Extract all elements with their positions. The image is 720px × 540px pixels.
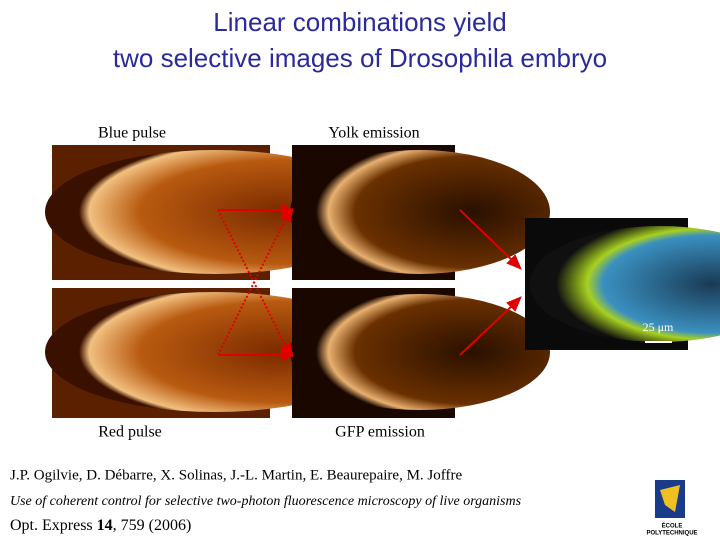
journal: Opt. Express [10, 517, 93, 534]
title-line: two selective images of Drosophila embry… [113, 43, 607, 73]
logo-text: ÉCOLE [662, 522, 683, 530]
citation-ref: Opt. Express 14, 759 (2006) [10, 517, 191, 534]
panel-label: Red pulse [98, 424, 162, 441]
panel-label: Yolk emission [328, 125, 419, 142]
pages: 759 (2006) [121, 517, 192, 534]
citation-title: Use of coherent control for selective tw… [10, 494, 522, 509]
image-gfp-emission [290, 288, 550, 418]
arrows [217, 203, 522, 362]
image-yolk [290, 145, 550, 280]
panel-label: Blue pulse [98, 125, 166, 142]
volume: 14 [97, 517, 113, 534]
image-composite [525, 218, 720, 350]
logo-text: POLYTECHNIQUE [646, 531, 697, 537]
logo: ÉCOLE POLYTECHNIQUE [646, 480, 698, 537]
title-line: Linear combinations yield [213, 7, 506, 37]
scale-bar-label: 25 μm [643, 320, 674, 334]
panel-label: GFP emission [335, 424, 425, 441]
citation-authors: J.P. Ogilvie, D. Débarre, X. Solinas, J.… [10, 467, 462, 483]
